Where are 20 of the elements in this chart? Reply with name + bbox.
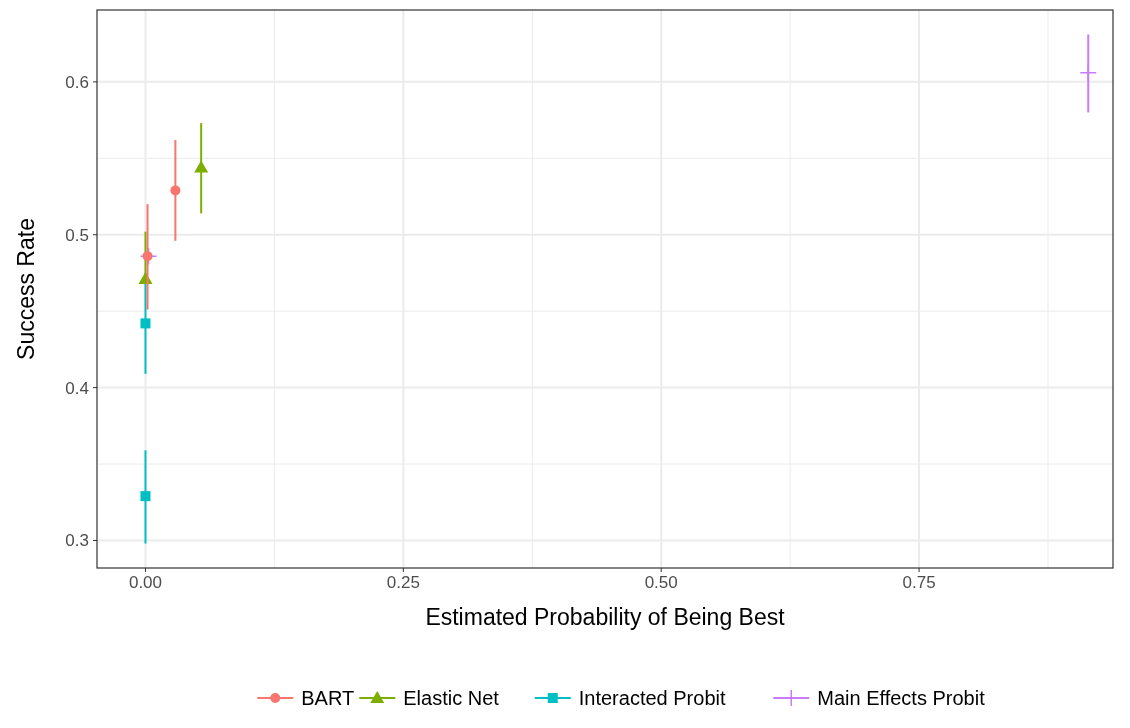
point	[142, 251, 153, 262]
point	[140, 491, 151, 502]
y-tick-label: 0.4	[65, 378, 89, 398]
legend-label: Main Effects Probit	[817, 687, 986, 709]
y-tick-label: 0.5	[65, 225, 89, 245]
legend-label: Elastic Net	[403, 687, 500, 709]
point	[1079, 63, 1097, 82]
x-tick-label: 0.00	[128, 573, 163, 592]
x-axis-title: Estimated Probability of Being Best	[425, 604, 786, 630]
y-tick-label: 0.3	[65, 531, 89, 551]
legend-label: Interacted Probit	[578, 687, 726, 709]
point	[170, 185, 181, 196]
y-tick-label: 0.6	[65, 72, 89, 92]
x-tick-label: 0.75	[902, 573, 936, 592]
x-tick-label: 0.50	[644, 573, 678, 592]
legend-label: BART	[301, 687, 355, 709]
point	[140, 318, 151, 329]
point	[194, 160, 209, 173]
x-tick-label: 0.25	[386, 573, 420, 592]
y-axis-title: Success Rate	[13, 218, 39, 360]
